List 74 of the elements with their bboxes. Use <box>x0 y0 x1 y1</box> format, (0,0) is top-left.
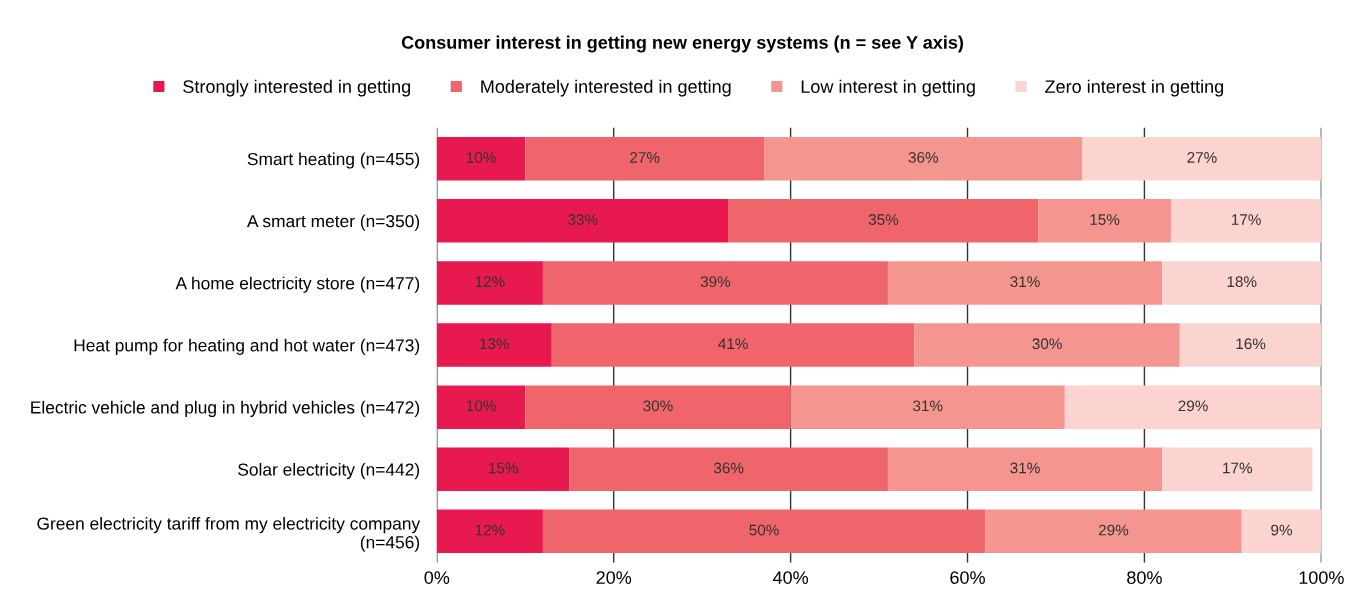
bar <box>525 137 765 181</box>
data-label: 10% <box>466 400 496 412</box>
data-label: 27% <box>1187 152 1217 163</box>
bar <box>436 199 729 243</box>
data-label: 12% <box>475 524 505 536</box>
data-label: 30% <box>1032 338 1062 350</box>
x-tick-label: 40% <box>772 571 809 584</box>
data-label: 39% <box>700 276 731 288</box>
data-label: 18% <box>1227 276 1257 288</box>
y-tick-label: Heat pump for heating and hot water (n=473) <box>74 338 420 355</box>
bar <box>436 509 543 554</box>
bar <box>764 137 1083 181</box>
bar <box>542 261 888 305</box>
data-label: 16% <box>1236 338 1266 350</box>
data-label: 36% <box>713 462 744 474</box>
data-label: 29% <box>1098 524 1129 536</box>
legend-label: Strongly interested in getting <box>183 79 411 97</box>
x-tick-label: 100% <box>1299 571 1344 584</box>
bar <box>436 323 552 367</box>
data-label: 31% <box>1010 276 1040 288</box>
y-tick-label: Solar electricity (n=442) <box>238 462 420 480</box>
bar <box>1170 199 1322 243</box>
bar <box>436 261 543 305</box>
data-label: 13% <box>480 338 510 350</box>
data-label: 50% <box>749 524 779 536</box>
data-label: 15% <box>489 462 518 474</box>
x-tick-label: 80% <box>1127 571 1162 584</box>
legend-label: Low interest in getting <box>801 79 975 97</box>
bar <box>542 509 986 554</box>
bar <box>887 261 1163 305</box>
bar <box>1179 323 1322 367</box>
data-label: 10% <box>466 152 496 163</box>
data-label: 27% <box>630 152 660 163</box>
bar <box>1162 447 1313 491</box>
bar <box>436 137 526 181</box>
y-tick-label: Green electricity tariff from my electricity company (n=456) <box>37 516 421 552</box>
bar <box>436 447 570 491</box>
y-tick-label: Smart heating (n=455) <box>247 152 420 169</box>
bar <box>887 447 1163 491</box>
data-label: 31% <box>1010 462 1040 474</box>
bar <box>1162 261 1322 305</box>
legend-label: Moderately interested in getting <box>481 79 731 97</box>
bar <box>985 509 1242 554</box>
data-label: 35% <box>868 214 899 225</box>
data-label: 33% <box>568 214 598 225</box>
bar <box>728 199 1039 243</box>
data-label: 12% <box>475 276 505 287</box>
data-label: 29% <box>1178 400 1208 412</box>
data-label: 41% <box>718 338 748 350</box>
x-tick-label: 60% <box>950 571 985 584</box>
y-tick-label: Electric vehicle and plug in hybrid vehicles (n=472) <box>31 400 420 418</box>
data-label: 15% <box>1090 214 1120 225</box>
y-tick-label: A home electricity store (n=477) <box>175 276 420 293</box>
data-label: 17% <box>1223 462 1253 474</box>
data-label: 9% <box>1271 524 1293 536</box>
bar <box>1064 385 1322 429</box>
chart-title: Consumer interest in getting new energy systems (n = see Y axis) <box>401 35 964 53</box>
bar <box>525 385 791 429</box>
bar <box>790 385 1065 429</box>
data-label: 30% <box>643 400 673 412</box>
y-tick-label: A smart meter (n=350) <box>246 214 420 231</box>
bar <box>1082 137 1322 181</box>
x-tick-label: 20% <box>596 571 632 584</box>
bar <box>914 323 1180 367</box>
data-label: 17% <box>1232 214 1261 225</box>
bar <box>551 323 915 367</box>
data-label: 36% <box>908 152 939 163</box>
data-label: 31% <box>913 400 943 412</box>
bar <box>1241 509 1322 554</box>
legend-label: Zero interest in getting <box>1045 79 1224 97</box>
bar <box>436 385 526 429</box>
bar <box>569 447 888 491</box>
x-tick-label: 0% <box>424 571 450 584</box>
bar <box>1038 199 1171 243</box>
